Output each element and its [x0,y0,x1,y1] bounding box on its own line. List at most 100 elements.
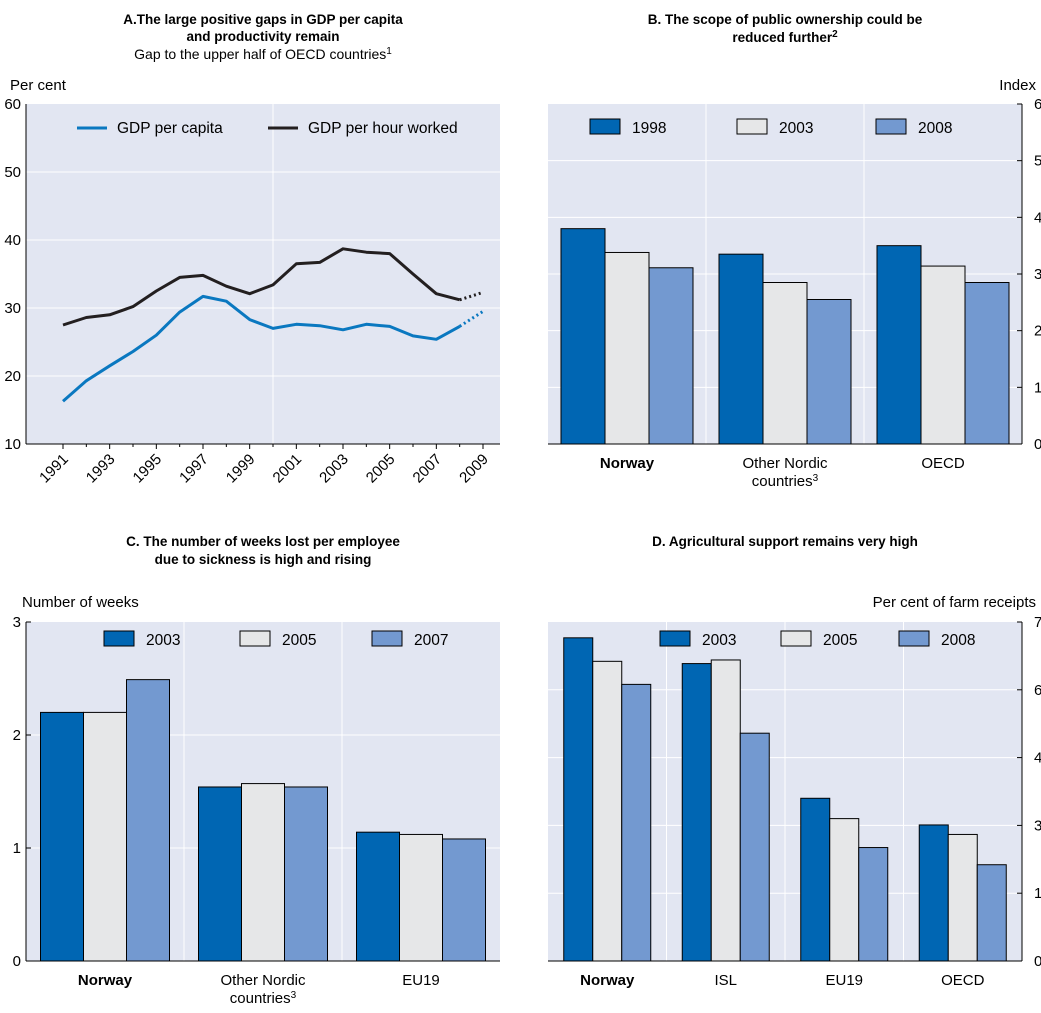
panel-d-y-tick-label: 45 [1034,750,1041,767]
panel-a-x-tick-label: 2005 [363,451,399,487]
panel-a-y-tick-label: 50 [4,164,21,181]
panel-d-bar [858,847,889,962]
panel-b-bar [806,299,852,445]
panel-b-category-label: Norway [600,455,655,472]
panel-a-x-tick-label: 2001 [270,451,306,487]
panel-d-category-label: ISL [714,972,737,989]
panel-b-bar [718,253,764,445]
panel-c-bar [241,783,285,962]
panel-d-bar [739,732,770,962]
panel-c-bar [442,838,486,962]
panel-a-series-line [62,247,461,327]
panel-a-y-tick-label: 20 [4,368,21,385]
panel-a-y-tick-label: 10 [4,436,21,453]
panel-b-title-line2-sup: 2 [832,29,838,40]
panel-c-y-tick-label: 3 [13,614,21,631]
panel-d-legend-swatch [898,630,930,647]
panel-d-title-line1: D. Agricultural support remains very hig… [652,534,918,549]
panel-c-y-tick-label: 2 [13,727,21,744]
panel-b-y-tick-label: 3 [1034,266,1041,283]
panel-a-x-tick-label: 2009 [456,451,492,487]
panel-b-y-tick-label: 4 [1034,209,1041,226]
panel-b-y-tick-label: 0 [1034,436,1041,453]
panel-a-y-tick-label: 40 [4,232,21,249]
panel-a-x-tick-label: 2003 [316,451,352,487]
panel-d-bar [947,833,978,962]
panel-c: C. The number of weeks lost per employee… [13,534,500,1007]
panel-a-x-tick-label: 2007 [410,451,446,487]
panel-d-bar [563,637,594,962]
panel-c-legend-label: 2003 [146,632,180,649]
panel-c-bar [198,786,242,962]
panel-c-title-line2-text: due to sickness is high and rising [155,552,372,567]
panel-b-title-line1: B. The scope of public ownership could b… [648,12,923,27]
panel-b-bar [920,265,966,445]
panel-c-legend-swatch [239,630,271,647]
panel-d-y-tick-label: 75 [1034,614,1041,631]
panel-d-bar [918,824,949,962]
panel-b-category-label: Other Nordic [742,455,828,472]
panel-a-x-tick-label: 1999 [223,451,259,487]
panel-c-category-label: EU19 [402,972,440,989]
panel-a: A.The large positive gaps in GDP per cap… [4,12,500,486]
panel-b-y-tick-label: 2 [1034,323,1041,340]
panel-c-legend-swatch [371,630,403,647]
panel-b-bar [648,267,694,445]
panel-b-legend-label: 1998 [632,120,666,137]
panel-c-category-label: Norway [78,972,133,989]
panel-b-title-line2: reduced further2 [732,29,838,45]
panel-b-bar [762,282,808,445]
panel-a-series-line [62,294,461,403]
panel-c-bar [356,831,400,962]
panel-d-y-tick-label: 0 [1034,953,1041,970]
panel-d-bar [976,864,1007,962]
panel-b-legend-swatch [736,118,768,135]
panel-b-bar [876,245,922,445]
panel-b: B. The scope of public ownership could b… [548,12,1041,490]
panel-c-category-label-line2-text: countries [230,990,291,1007]
panel-c-category-label: Other Nordic [220,972,306,989]
panel-b-category-label: OECD [921,455,965,472]
panel-c-bar [399,833,443,962]
panel-d-bar [592,660,623,962]
panel-b-title-line2-text: reduced further [732,30,833,45]
panel-c-legend-label: 2005 [282,632,316,649]
panel-d-bar [829,818,860,962]
panel-b-y-tick-label: 6 [1034,96,1041,113]
panel-b-bar [964,282,1010,445]
panel-a-unit-label: Per cent [10,77,67,94]
panel-d: D. Agricultural support remains very hig… [548,534,1041,989]
panel-d-bar [621,683,652,962]
panel-b-bar [560,228,606,445]
panel-b-category-label-line2: countries3 [752,473,819,490]
panel-a-x-tick-label: 1993 [83,451,119,487]
panel-a-y-tick-label: 30 [4,300,21,317]
panel-d-category-label: OECD [941,972,985,989]
panel-b-category-label-line2-text: countries [752,473,813,490]
panel-a-subtitle: Gap to the upper half of OECD countries1 [134,46,392,62]
panel-d-legend-swatch [659,630,691,647]
panel-b-bar [604,251,650,445]
panel-c-legend-swatch [103,630,135,647]
panel-b-legend-swatch [875,118,907,135]
panel-a-projection-line [459,290,484,302]
panel-d-bar [710,659,741,962]
panel-a-title-line1: A.The large positive gaps in GDP per cap… [123,12,403,27]
panel-b-y-tick-label: 5 [1034,153,1041,170]
panel-b-unit-label: Index [999,77,1036,94]
panel-d-category-label: EU19 [825,972,863,989]
panel-c-category-label-line2-sup: 3 [291,990,297,1001]
panel-a-x-tick-label: 1995 [130,451,166,487]
panel-d-y-tick-label: 60 [1034,682,1041,699]
panel-c-bar [40,711,84,962]
panel-a-subtitle-sup: 1 [386,46,392,57]
panel-a-plot-area [26,104,500,444]
panel-c-title-line2: due to sickness is high and rising [155,552,372,567]
panel-c-unit-label: Number of weeks [22,594,139,611]
panel-b-category-label-line2-sup: 3 [813,473,819,484]
panel-d-y-tick-label: 15 [1034,885,1041,902]
panel-c-legend-label: 2007 [414,632,448,649]
panel-d-unit-label: Per cent of farm receipts [873,594,1036,611]
panel-c-bar [126,679,170,962]
